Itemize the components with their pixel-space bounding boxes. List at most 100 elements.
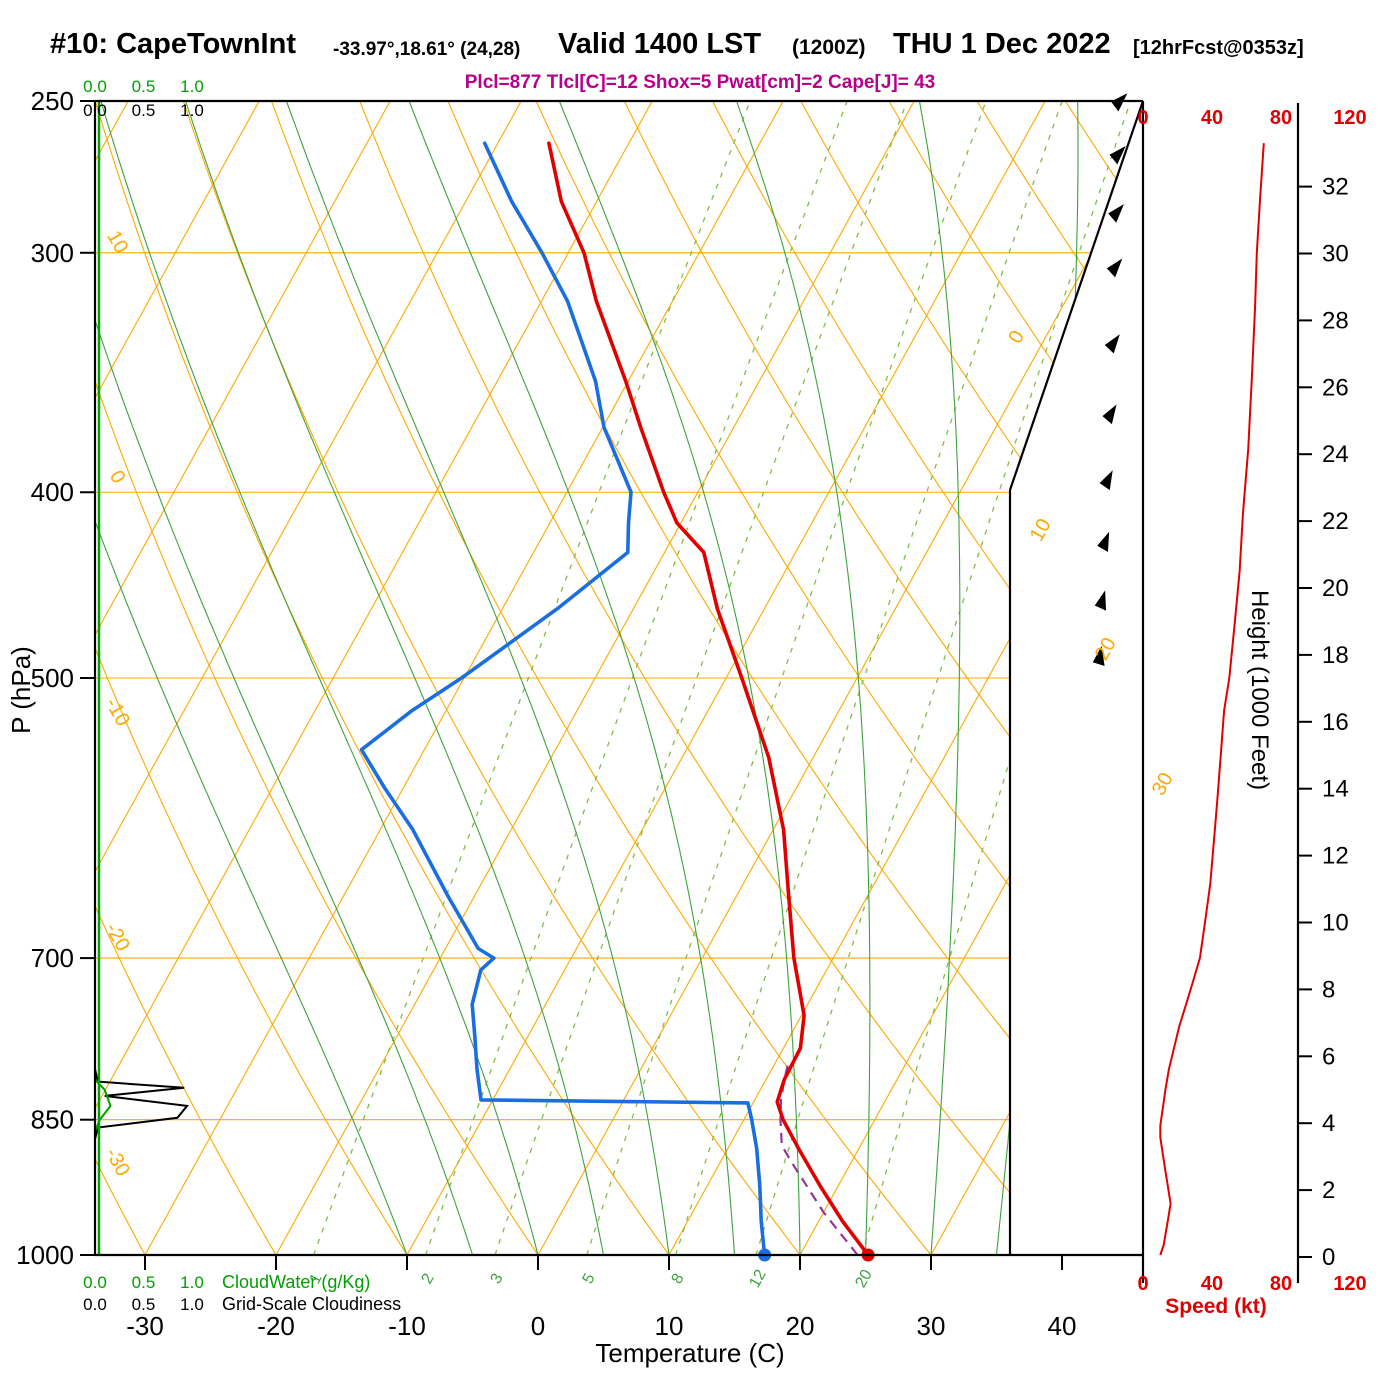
moist-adiabat [184, 101, 605, 1255]
forecast-tag: [12hrFcst@0353z] [1133, 37, 1304, 59]
wind-barb [1083, 981, 1143, 1000]
cloud-scale-label-black: 1.0 [180, 1295, 204, 1314]
cloud-scale-label-black: 0.0 [83, 101, 107, 120]
dry-adiabat [95, 101, 434, 1255]
pressure-tick-label: 700 [31, 943, 74, 973]
dry-adiabat [623, 101, 1143, 1255]
mixing-ratio-line [494, 101, 908, 1255]
moist-adiabat [408, 101, 736, 1255]
speed-tick-label: 120 [1333, 1273, 1366, 1295]
cloudiness-curve [94, 1068, 190, 1140]
dry-adiabat [712, 101, 1143, 1255]
cloud-scale-label-green: 1.0 [180, 1273, 204, 1292]
mixing-ratio-line [424, 101, 848, 1255]
temp-tick-label: 0 [531, 1311, 545, 1341]
cloud-scale-label-black: 1.0 [180, 101, 204, 120]
pressure-tick-label: 850 [31, 1105, 74, 1135]
mixing-ratio-label: 5 [579, 1271, 598, 1287]
wind-barb [1083, 875, 1143, 895]
mixing-ratio-label: 12 [746, 1267, 770, 1291]
height-tick-label: 10 [1322, 910, 1349, 937]
pressure-tick-label: 1000 [16, 1240, 74, 1270]
wind-barb [1094, 1160, 1144, 1200]
mixing-ratio-line [586, 101, 987, 1255]
pressure-tick-label: 250 [31, 86, 74, 116]
height-axis-title: Height (1000 Feet) [1246, 590, 1273, 790]
height-tick-label: 16 [1322, 709, 1349, 736]
moist-adiabat [95, 101, 408, 1255]
wind-barb [1099, 1182, 1143, 1226]
cloud-scale-label-green: 0.5 [132, 1273, 156, 1292]
isotherm-label: 0 [1004, 327, 1029, 347]
height-tick-label: 22 [1322, 508, 1349, 535]
moist-adiabat [285, 101, 670, 1255]
height-tick-label: 26 [1322, 374, 1349, 401]
cloud-scale-label-black: 0.5 [132, 1295, 156, 1314]
temp-axis-title: Temperature (C) [595, 1338, 784, 1368]
mixing-ratio-label: 20 [852, 1267, 876, 1291]
cloud-scale-label-green: 0.0 [83, 77, 107, 96]
wind-barb-column [1083, 93, 1265, 1276]
wind-barb [1086, 1114, 1143, 1144]
height-tick-label: 6 [1322, 1043, 1335, 1070]
pressure-tick-label: 400 [31, 477, 74, 507]
dry-adiabat [535, 101, 1143, 1255]
wind-barb [1092, 646, 1105, 667]
height-tick-label: 12 [1322, 843, 1349, 870]
isotherm-line [95, 101, 391, 1255]
temp-tick-label: 30 [917, 1311, 946, 1341]
dry-adiabat [270, 101, 965, 1255]
mixing-ratio-line [755, 101, 1132, 1255]
dewpoint-curve [359, 141, 767, 1257]
moist-adiabat [918, 101, 961, 1255]
pressure-tick-label: 500 [31, 663, 74, 693]
temp-tick-label: 10 [655, 1311, 684, 1341]
wind-barb [1110, 93, 1128, 112]
dry-adiabat [95, 101, 700, 1255]
height-tick-label: 24 [1322, 441, 1349, 468]
pressure-tick-label: 300 [31, 238, 74, 268]
speed-tick-label: 40 [1201, 107, 1223, 129]
dry-adiabat-label: -10 [101, 694, 134, 730]
wind-barb [1085, 787, 1144, 804]
wind-barb [1087, 736, 1143, 757]
dry-adiabat [95, 101, 301, 1255]
valid-time: Valid 1400 LST [558, 28, 762, 60]
speed-tick-label: 80 [1270, 107, 1292, 129]
cloud-scale-label-black: 0.0 [83, 1295, 107, 1314]
wind-barb [1105, 1204, 1143, 1252]
wind-barb [1108, 204, 1124, 223]
moist-adiabat [100, 101, 539, 1255]
cloudwater-curve [94, 1078, 112, 1132]
wind-barb [1089, 1137, 1143, 1172]
temp-tick-label: 40 [1048, 1311, 1077, 1341]
stability-indices: Plcl=877 Tlcl[C]=12 Shox=5 Pwat[cm]=2 Ca… [464, 72, 936, 93]
cloud-scale-label-black: 0.5 [132, 101, 156, 120]
wind-barb [1085, 1102, 1143, 1130]
cloud-profiles [94, 1068, 190, 1140]
wind-barb [1083, 832, 1143, 851]
temp-tick-label: -10 [388, 1311, 426, 1341]
isotherm-label: 10 [1026, 515, 1056, 545]
wind-barb [1084, 1069, 1143, 1094]
wind-barb [1096, 1171, 1143, 1213]
cloudwater-legend: CloudWater (g/Kg) [222, 1272, 370, 1292]
wind-barb [1112, 1225, 1143, 1276]
wind-barb [1091, 1149, 1143, 1186]
wind-barb [1083, 917, 1143, 935]
wind-barb [1106, 258, 1123, 278]
valid-date: THU 1 Dec 2022 [893, 28, 1111, 60]
wind-barb [1102, 404, 1117, 425]
dry-adiabat [447, 101, 1143, 1255]
height-tick-label: 4 [1322, 1110, 1335, 1137]
dry-adiabat [359, 101, 1098, 1255]
dry-adiabat-label: 0 [105, 467, 130, 487]
speed-tick-label: 40 [1201, 1273, 1223, 1295]
wind-barb [1087, 1126, 1143, 1158]
height-tick-label: 14 [1322, 776, 1349, 803]
plot-frame [93, 99, 1300, 1283]
speed-tick-label: 0 [1137, 107, 1148, 129]
dry-adiabat [1154, 101, 1400, 1296]
